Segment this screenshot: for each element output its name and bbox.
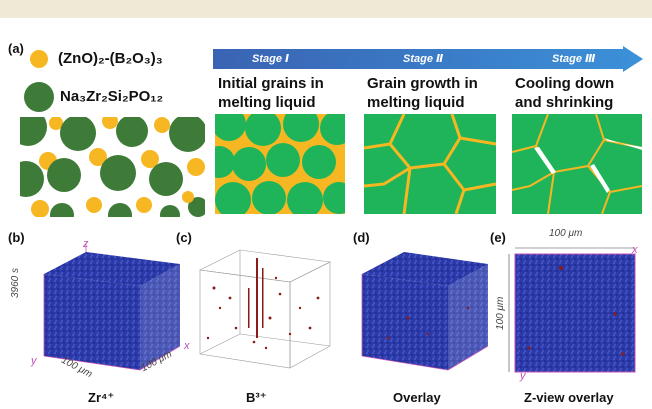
stage-1-description: Initial grains in melting liquid bbox=[218, 74, 324, 112]
stage-2-desc-line-1: Grain growth in bbox=[367, 75, 478, 92]
stage-2-desc-line-2: melting liquid bbox=[367, 94, 465, 111]
nzsp-legend-dot bbox=[24, 82, 54, 112]
e-x-axis-label: x bbox=[632, 244, 638, 256]
b-depth-label: 3960 s bbox=[10, 267, 21, 298]
b-y-axis-label: y bbox=[31, 355, 37, 367]
panel-label-d: (d) bbox=[353, 230, 370, 245]
stage-1-diagram bbox=[215, 114, 345, 214]
stage-3-description: Cooling down and shrinking bbox=[515, 74, 614, 112]
caption-zr: Zr⁴⁺ bbox=[88, 390, 115, 405]
boron-cube-diagram bbox=[198, 249, 332, 369]
stage-1-label: Stage Ⅰ bbox=[252, 53, 290, 65]
stage-arrow bbox=[213, 46, 643, 72]
panel-label-e: (e) bbox=[490, 230, 506, 245]
caption-z-view-overlay: Z-view overlay bbox=[524, 390, 614, 405]
stage-3-label: Stage Ⅲ bbox=[552, 53, 596, 65]
top-banner bbox=[0, 0, 652, 18]
zno-legend-dot bbox=[30, 50, 48, 68]
b-z-axis-label: z bbox=[83, 238, 89, 250]
e-y-axis-label: y bbox=[520, 370, 526, 382]
panel-label-b: (b) bbox=[8, 230, 25, 245]
stage-3-desc-line-2: and shrinking bbox=[515, 94, 614, 111]
nzsp-legend-label: Na₃Zr₂Si₂PO₁₂ bbox=[60, 88, 164, 105]
b-x-axis-label: x bbox=[184, 340, 190, 352]
stage-1-desc-line-1: Initial grains in bbox=[218, 75, 324, 92]
stage-2-description: Grain growth in melting liquid bbox=[367, 74, 478, 112]
overlay-cube-diagram bbox=[361, 252, 489, 371]
stage-2-diagram bbox=[364, 114, 496, 214]
zr-cube-diagram bbox=[43, 244, 181, 371]
zno-legend-label: (ZnO)₂-(B₂O₃)₃ bbox=[58, 50, 163, 67]
stage-3-diagram bbox=[512, 114, 642, 214]
stage-1-desc-line-2: melting liquid bbox=[218, 94, 316, 111]
panel-label-a: (a) bbox=[8, 41, 24, 56]
caption-boron: B³⁺ bbox=[246, 390, 267, 405]
initial-mixture-diagram bbox=[20, 117, 205, 217]
stage-2-label: Stage Ⅱ bbox=[403, 53, 444, 65]
stage-3-desc-line-1: Cooling down bbox=[515, 75, 615, 92]
caption-overlay: Overlay bbox=[393, 390, 441, 405]
e-width-label: 100 μm bbox=[549, 228, 583, 239]
e-length-label: 100 μm bbox=[495, 296, 506, 330]
panel-label-c: (c) bbox=[176, 230, 192, 245]
z-view-overlay-diagram bbox=[508, 247, 636, 373]
